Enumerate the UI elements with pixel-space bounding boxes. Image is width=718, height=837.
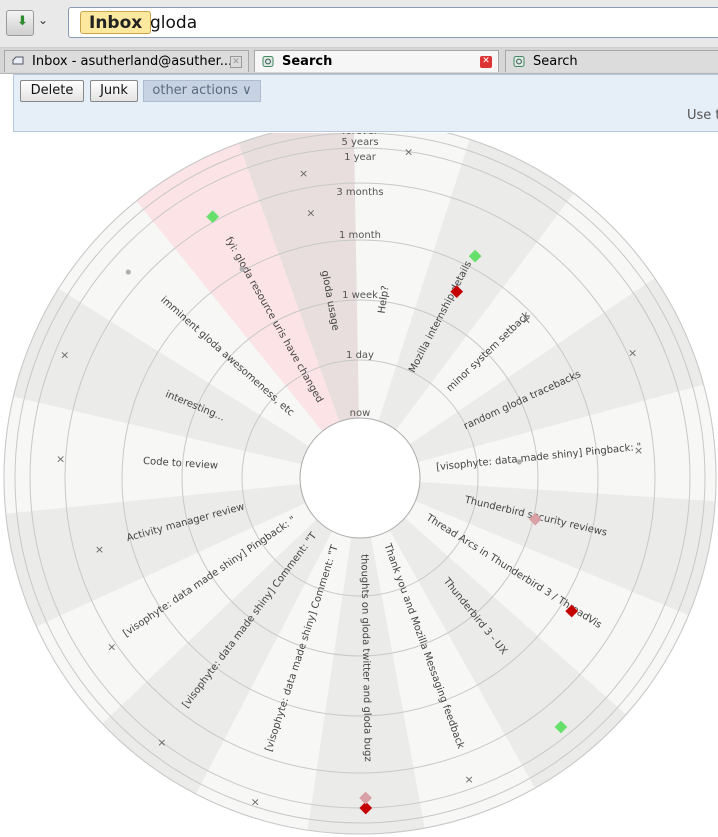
conversation-sector [415,481,716,616]
conversation-sector [417,384,716,502]
ring-label: 3 months [336,187,383,198]
conversation-sector [238,133,359,422]
mail-folder-icon [12,56,24,65]
center-hole [299,417,421,539]
tab-label: Inbox - asutherland@asuther... [32,54,233,69]
conversation-label: thoughts on gloda twitter and gloda bugz [358,554,373,762]
message-marker: × [306,206,315,219]
delete-button[interactable]: Delete [20,80,84,102]
toolbar: ⬇ ⌄ Inbox gloda [0,0,718,48]
message-marker [468,249,482,263]
conversation-sector [196,531,352,831]
ring-label: 1 month [339,230,381,241]
chevron-down-icon[interactable]: ⌄ [38,13,49,27]
junk-button[interactable]: Junk [90,80,138,102]
time-ring [241,359,479,597]
radial-chart: now 1 day 1 week 1 month 3 months 1 year 5 yea… [3,133,717,835]
tab-label: Search [282,54,333,69]
message-marker: × [107,640,116,653]
message-marker: × [157,736,166,749]
search-tab-icon [262,56,274,67]
conversation-sector [3,396,302,514]
get-mail-button[interactable]: ⬇ ⌄ [4,9,54,37]
search-input[interactable]: Inbox gloda [68,7,718,38]
close-icon[interactable]: ✕ [230,56,242,68]
message-marker [206,210,219,224]
conversation-radial-visualization: now 1 day 1 week 1 month 3 months 1 year 5 yea… [0,133,718,837]
search-query[interactable]: gloda [150,13,198,33]
ring-label: now [350,408,371,419]
conversation-sector [58,200,323,447]
time-ring [181,299,539,657]
search-action-bar: Delete Junk other actions ∨ Use t [13,74,718,132]
time-ring [3,133,717,835]
message-marker [125,269,131,275]
tab-search-active[interactable]: Search ✕ [254,50,499,72]
conversation-label: Help? [377,285,392,314]
message-marker: × [404,146,413,159]
message-marker [450,285,464,298]
conversation-sector [409,278,704,463]
message-marker: × [56,452,65,465]
conversation-sector [389,517,627,789]
conversation-sector [396,193,655,445]
message-marker [516,459,522,465]
tab-bar: Inbox - asutherland@asuther... ✕ Search … [0,48,718,74]
ring-label: 1 week [342,290,378,301]
conversation-sector [5,483,306,627]
time-ring [121,239,599,717]
message-marker: × [634,444,643,457]
conversation-sector [353,133,470,421]
conversation-sector [378,139,574,431]
ring-label: 1 day [346,350,374,361]
ring-label: forever [342,133,379,137]
conversation-sector [307,537,425,834]
search-tab-icon [513,56,525,67]
download-icon: ⬇ [6,10,34,36]
tab-search[interactable]: Search [505,50,718,72]
message-marker: × [465,773,474,786]
message-marker: × [95,543,104,556]
search-scope-chip[interactable]: Inbox [80,11,152,34]
conversation-sector [404,501,689,715]
conversation-sector [102,519,333,795]
conversation-sector [13,288,310,465]
time-ring [64,182,656,774]
message-marker: × [522,313,531,326]
time-ring [14,133,706,824]
conversation-sector [136,143,340,432]
conversation-sector [370,530,535,829]
other-actions-button[interactable]: other actions ∨ [143,80,261,102]
message-marker [239,266,245,272]
hint-text: Use t [687,108,718,123]
message-marker: × [628,347,637,360]
tab-label: Search [533,54,578,69]
message-marker: × [60,349,69,362]
ring-label: 1 year [344,152,377,163]
conversation-sector [36,503,317,724]
message-marker: × [251,795,260,808]
message-marker: × [299,167,308,180]
conversation-label: Code to review [143,456,219,472]
close-icon[interactable]: ✕ [480,56,492,68]
ring-label: 5 years [341,137,378,148]
tab-inbox[interactable]: Inbox - asutherland@asuther... ✕ [4,50,249,72]
